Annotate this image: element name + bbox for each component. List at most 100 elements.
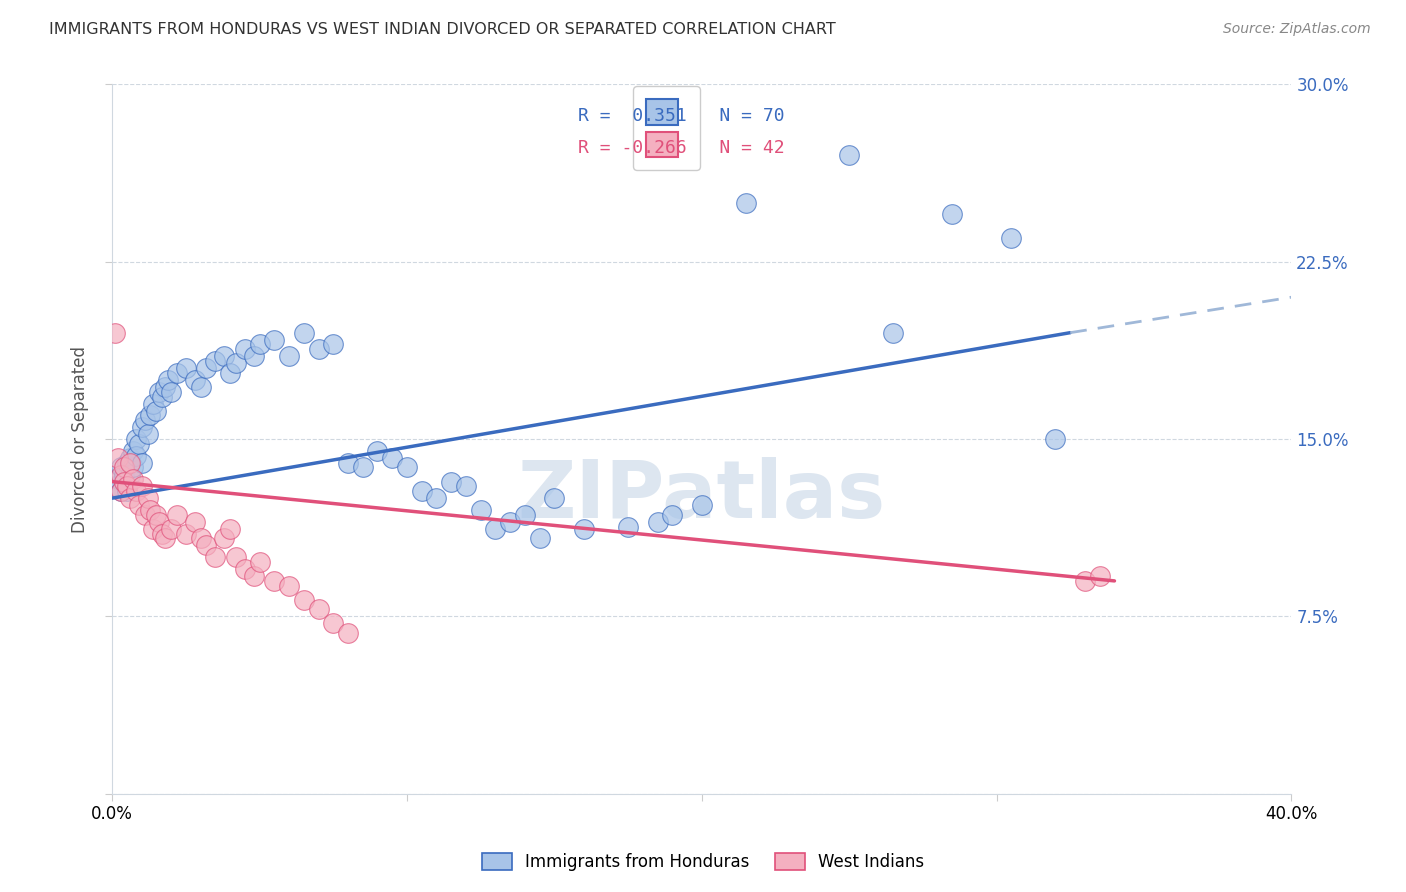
Y-axis label: Divorced or Separated: Divorced or Separated	[72, 345, 89, 533]
Point	[110, 484, 132, 499]
Point	[219, 522, 242, 536]
Point	[242, 569, 264, 583]
Point	[204, 354, 226, 368]
Point	[225, 550, 247, 565]
Point	[513, 508, 536, 522]
Point	[1088, 569, 1111, 583]
Point	[150, 526, 173, 541]
Point	[131, 456, 153, 470]
Point	[157, 373, 180, 387]
Text: R = -0.266   N = 42: R = -0.266 N = 42	[578, 139, 785, 157]
Point	[308, 343, 330, 357]
Point	[190, 532, 212, 546]
Point	[529, 532, 551, 546]
Point	[292, 326, 315, 340]
Point	[107, 450, 129, 465]
Point	[242, 349, 264, 363]
Text: ZIPatlas: ZIPatlas	[517, 457, 886, 535]
Point	[352, 460, 374, 475]
Point	[249, 555, 271, 569]
Point	[690, 498, 713, 512]
Point	[145, 403, 167, 417]
Point	[647, 515, 669, 529]
Point	[233, 343, 256, 357]
Point	[107, 472, 129, 486]
Legend: Immigrants from Honduras, West Indians: Immigrants from Honduras, West Indians	[474, 845, 932, 880]
Point	[145, 508, 167, 522]
Point	[155, 532, 177, 546]
Point	[115, 456, 138, 470]
Point	[112, 467, 135, 482]
Point	[470, 503, 492, 517]
Point	[225, 356, 247, 370]
Point	[543, 491, 565, 505]
Point	[183, 373, 205, 387]
Point	[115, 479, 138, 493]
Point	[148, 384, 170, 399]
Point	[148, 515, 170, 529]
Point	[212, 349, 235, 363]
Point	[249, 337, 271, 351]
Point	[617, 519, 640, 533]
Point	[233, 562, 256, 576]
Point	[278, 579, 301, 593]
Point	[121, 472, 143, 486]
Point	[411, 484, 433, 499]
Point	[160, 522, 183, 536]
Point	[484, 522, 506, 536]
Point	[160, 384, 183, 399]
Point	[454, 479, 477, 493]
Point	[195, 361, 218, 376]
Point	[572, 522, 595, 536]
Text: Source: ZipAtlas.com: Source: ZipAtlas.com	[1223, 22, 1371, 37]
Point	[118, 456, 141, 470]
Point	[125, 484, 148, 499]
Point	[128, 498, 150, 512]
Point	[308, 602, 330, 616]
Text: IMMIGRANTS FROM HONDURAS VS WEST INDIAN DIVORCED OR SEPARATED CORRELATION CHART: IMMIGRANTS FROM HONDURAS VS WEST INDIAN …	[49, 22, 837, 37]
Point	[174, 526, 197, 541]
Point	[395, 460, 418, 475]
Point	[134, 508, 156, 522]
Point	[190, 380, 212, 394]
Point	[499, 515, 522, 529]
Point	[425, 491, 447, 505]
Point	[131, 479, 153, 493]
Point	[112, 460, 135, 475]
Point	[204, 550, 226, 565]
Point	[212, 532, 235, 546]
Point	[112, 475, 135, 489]
Point	[735, 195, 758, 210]
Point	[263, 574, 285, 588]
Point	[440, 475, 463, 489]
Point	[110, 484, 132, 499]
Point	[183, 515, 205, 529]
Point	[263, 333, 285, 347]
Point	[155, 380, 177, 394]
Point	[1074, 574, 1097, 588]
Point	[219, 366, 242, 380]
Point	[136, 491, 159, 505]
Point	[115, 484, 138, 499]
Point	[278, 349, 301, 363]
Point	[882, 326, 904, 340]
Point	[322, 616, 344, 631]
Text: R =  0.351   N = 70: R = 0.351 N = 70	[578, 107, 785, 126]
Point	[104, 479, 127, 493]
Point	[174, 361, 197, 376]
Point	[139, 409, 162, 423]
Point	[118, 491, 141, 505]
Point	[337, 626, 360, 640]
Point	[125, 449, 148, 463]
Point	[121, 460, 143, 475]
Point	[142, 396, 165, 410]
Point	[134, 413, 156, 427]
Point	[118, 450, 141, 465]
Point	[131, 420, 153, 434]
Point	[166, 508, 188, 522]
Point	[118, 467, 141, 482]
Point	[366, 443, 388, 458]
Point	[1045, 432, 1067, 446]
Point	[125, 432, 148, 446]
Point	[941, 207, 963, 221]
